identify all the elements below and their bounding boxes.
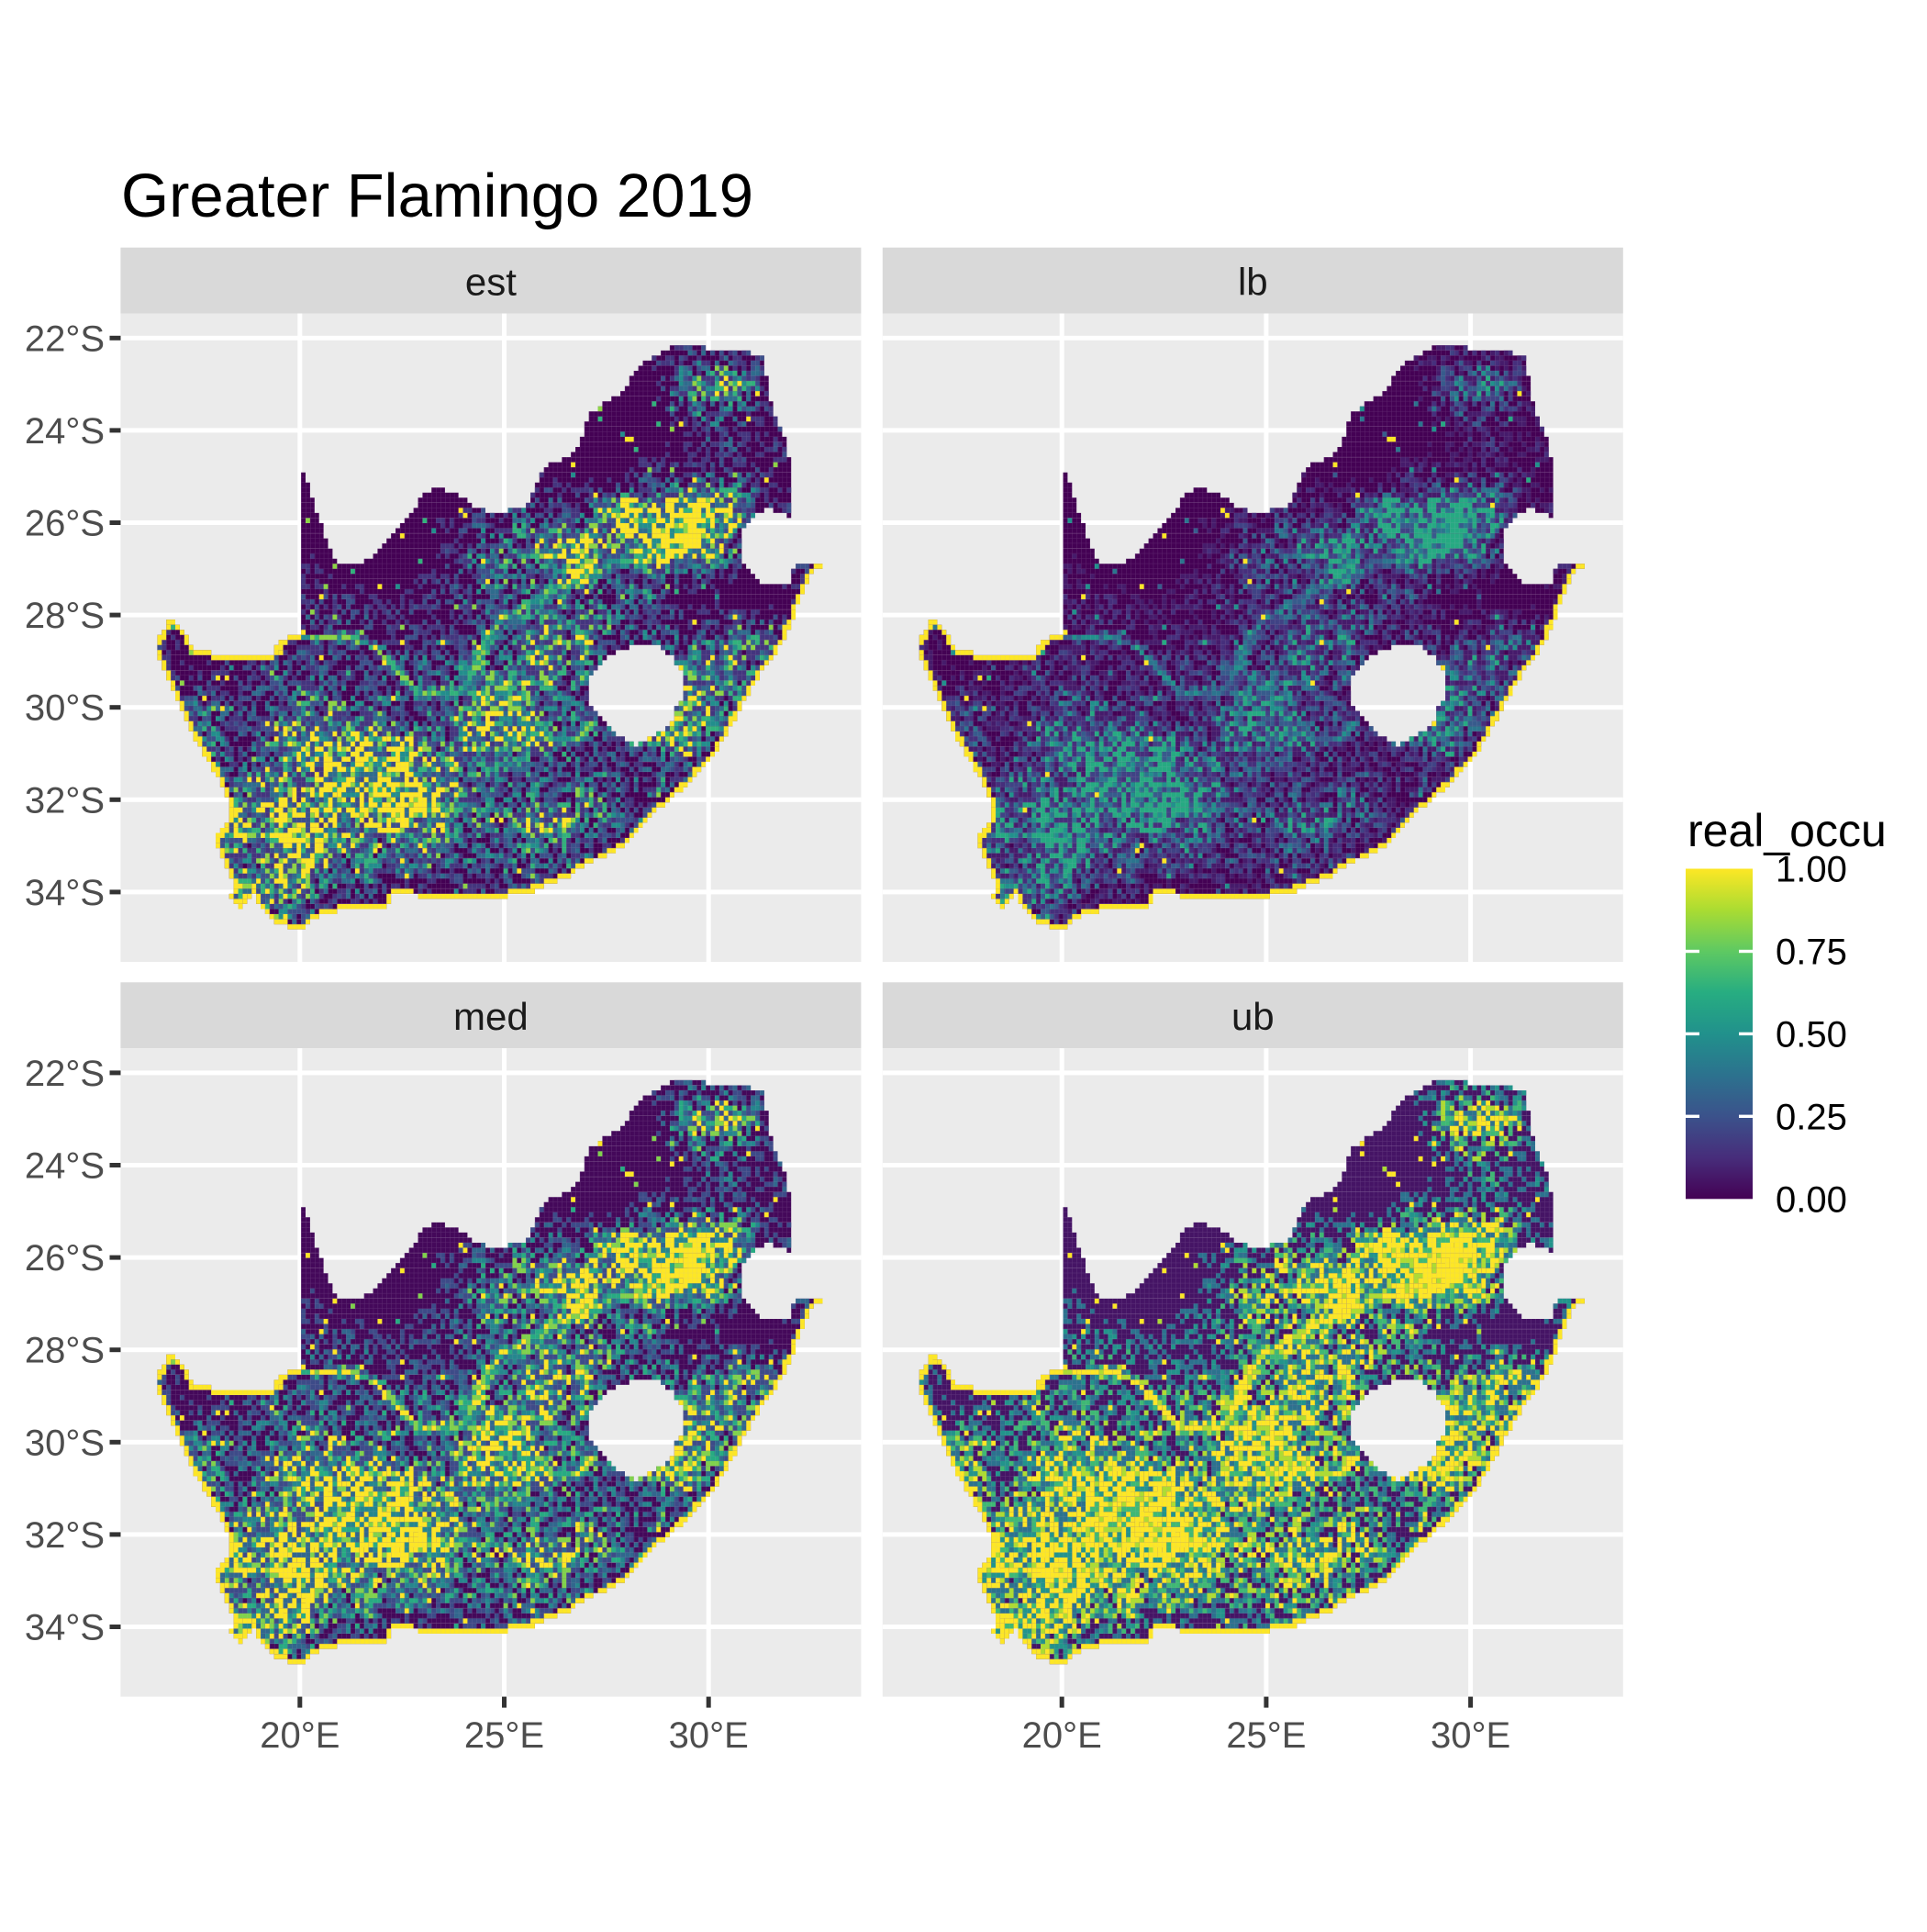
svg-text:26°S: 26°S	[25, 504, 105, 544]
svg-text:0.25: 0.25	[1776, 1097, 1847, 1137]
svg-text:est: est	[465, 261, 517, 304]
svg-text:20°E: 20°E	[260, 1715, 340, 1756]
svg-text:Greater Flamingo 2019: Greater Flamingo 2019	[121, 162, 753, 230]
svg-text:20°E: 20°E	[1022, 1715, 1102, 1756]
svg-text:1.00: 1.00	[1776, 850, 1847, 890]
svg-text:24°S: 24°S	[25, 411, 105, 452]
svg-text:30°S: 30°S	[25, 688, 105, 729]
svg-text:26°S: 26°S	[25, 1238, 105, 1279]
svg-text:24°S: 24°S	[25, 1146, 105, 1187]
svg-text:0.50: 0.50	[1776, 1014, 1847, 1055]
svg-text:22°S: 22°S	[25, 318, 105, 359]
svg-text:ub: ub	[1231, 995, 1275, 1038]
svg-text:30°E: 30°E	[669, 1715, 749, 1756]
svg-text:0.75: 0.75	[1776, 932, 1847, 973]
svg-text:28°S: 28°S	[25, 1331, 105, 1371]
svg-text:32°S: 32°S	[25, 1515, 105, 1556]
svg-text:30°E: 30°E	[1431, 1715, 1510, 1756]
svg-text:med: med	[453, 995, 529, 1038]
svg-text:28°S: 28°S	[25, 596, 105, 636]
svg-text:real_occu: real_occu	[1688, 805, 1887, 856]
svg-text:22°S: 22°S	[25, 1054, 105, 1094]
svg-text:32°S: 32°S	[25, 780, 105, 821]
svg-text:25°E: 25°E	[1226, 1715, 1306, 1756]
svg-text:lb: lb	[1238, 261, 1268, 304]
svg-text:34°S: 34°S	[25, 873, 105, 913]
svg-text:0.00: 0.00	[1776, 1179, 1847, 1220]
svg-text:30°S: 30°S	[25, 1423, 105, 1463]
svg-text:34°S: 34°S	[25, 1608, 105, 1648]
svg-text:25°E: 25°E	[464, 1715, 544, 1756]
